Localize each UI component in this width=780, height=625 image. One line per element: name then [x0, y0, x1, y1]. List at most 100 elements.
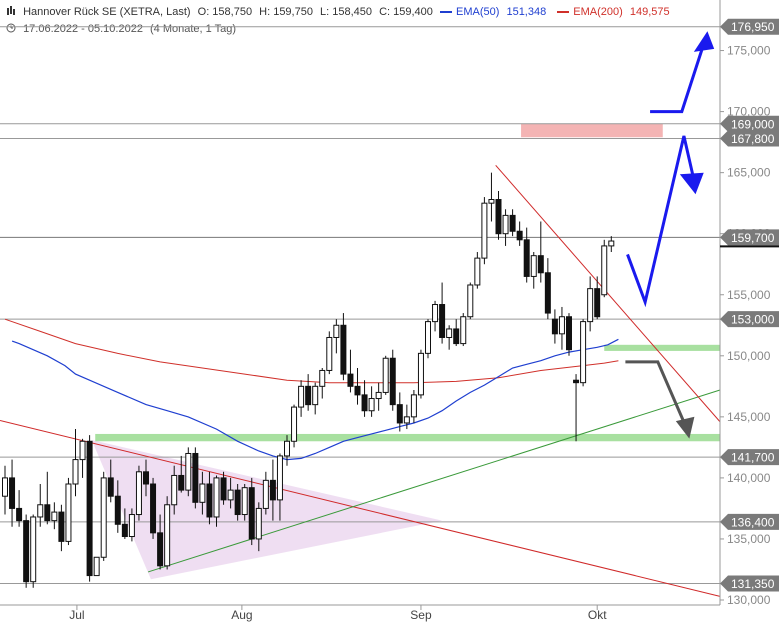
price-tick-label: 135,000 — [727, 532, 771, 546]
candle — [199, 471, 206, 515]
date-range: 17.06.2022 - 05.10.2022 — [23, 23, 143, 35]
level-badge: 176,950 — [720, 18, 779, 35]
time-tick-label: Sep — [410, 608, 432, 622]
candle — [30, 514, 37, 588]
candle — [523, 227, 530, 283]
candle — [298, 380, 305, 417]
candle — [2, 465, 8, 515]
candle — [502, 209, 509, 246]
candle — [23, 514, 30, 588]
candle-body-up — [37, 504, 44, 518]
candle — [410, 389, 417, 423]
candle — [354, 368, 361, 405]
candle-body-down — [16, 507, 23, 522]
candle — [276, 453, 283, 521]
candle-body-up — [333, 324, 340, 338]
candle — [488, 172, 495, 222]
candle — [375, 382, 382, 411]
candle — [135, 465, 142, 521]
price-tick-label: 140,000 — [727, 471, 771, 485]
chart-type-icon[interactable] — [6, 6, 16, 16]
candle — [537, 221, 544, 283]
candle-body-down — [220, 477, 227, 501]
candle-body-up — [128, 514, 135, 538]
level-badge-bg — [720, 130, 779, 147]
price-tick-label: 145,000 — [727, 410, 771, 424]
candle-body-down — [121, 523, 128, 538]
candle-body-down — [573, 379, 580, 384]
candle-body-down — [143, 471, 149, 485]
level-badge: 141,700 — [720, 449, 779, 466]
candle — [474, 252, 481, 289]
candle-body-down — [453, 328, 460, 345]
candle-body-down — [86, 440, 93, 577]
time-tick-label: Jul — [69, 608, 84, 622]
candle — [114, 480, 121, 533]
candle-body-down — [551, 318, 558, 335]
candle-body-up — [432, 304, 439, 323]
candle — [143, 459, 149, 497]
candle — [157, 514, 164, 570]
candle-body-up — [474, 257, 481, 286]
candle — [453, 319, 460, 347]
drawing-layer — [0, 31, 721, 597]
candle — [608, 236, 615, 253]
candle-body-up — [185, 452, 192, 491]
arrow-head-down-grey — [675, 416, 695, 439]
candle — [566, 313, 572, 356]
price-tick-label: 150,000 — [727, 349, 771, 363]
candle-body-down — [234, 489, 241, 516]
support-zone-upper — [604, 344, 720, 351]
uptrend-line — [147, 389, 721, 573]
candle-body-up — [72, 459, 79, 485]
level-badge: 136,400 — [720, 513, 779, 530]
candle — [580, 319, 587, 387]
candle-body-down — [150, 483, 157, 534]
candle-body-up — [417, 352, 424, 396]
candle — [594, 276, 601, 320]
arrow-head-down-blue — [679, 172, 704, 195]
candle — [150, 477, 157, 539]
candle — [601, 239, 608, 298]
candle-body-up — [601, 245, 608, 296]
candle-body-down — [114, 495, 121, 525]
price-tick-label: 165,000 — [727, 166, 771, 180]
candle — [446, 325, 453, 350]
level-label: 141,700 — [731, 451, 775, 465]
candle-body-up — [213, 477, 220, 518]
level-label: 167,800 — [731, 132, 775, 146]
candle-body-down — [495, 199, 502, 235]
level-badge-bg — [720, 229, 779, 246]
candle — [9, 459, 16, 527]
candle-body-up — [382, 357, 389, 393]
short-downtrend-line — [495, 164, 721, 423]
candle — [333, 319, 340, 354]
chart-header: Hannover Rück SE (XETRA, Last) O: 158,75… — [0, 0, 720, 40]
level-badge-bg — [720, 115, 779, 132]
time-tick-label: Aug — [231, 608, 252, 622]
candle-body-up — [171, 474, 178, 506]
long-downtrend-line — [0, 420, 721, 597]
candle — [255, 502, 262, 552]
candle — [262, 471, 269, 515]
candle — [241, 484, 248, 521]
candle-body-up — [587, 288, 594, 323]
candle — [171, 465, 178, 515]
candle-body-down — [347, 373, 354, 387]
candle — [467, 282, 474, 320]
time-tick-label: Okt — [588, 608, 607, 622]
price-tick-label: 130,000 — [727, 593, 771, 607]
candle-body-down — [523, 239, 530, 277]
candle — [86, 435, 93, 582]
candle-body-down — [44, 504, 51, 522]
candle — [495, 190, 502, 240]
candle-body-up — [488, 199, 495, 204]
price-tick-label: 170,000 — [727, 105, 771, 119]
candle-body-up — [410, 394, 417, 418]
level-badge: 169,000 — [720, 115, 779, 132]
candle-body-down — [396, 404, 403, 424]
level-label: 136,400 — [731, 515, 775, 529]
range-line: 17.06.2022 - 05.10.2022 (4 Monate, 1 Tag… — [6, 23, 240, 35]
candle — [93, 556, 100, 577]
candle — [544, 258, 551, 320]
